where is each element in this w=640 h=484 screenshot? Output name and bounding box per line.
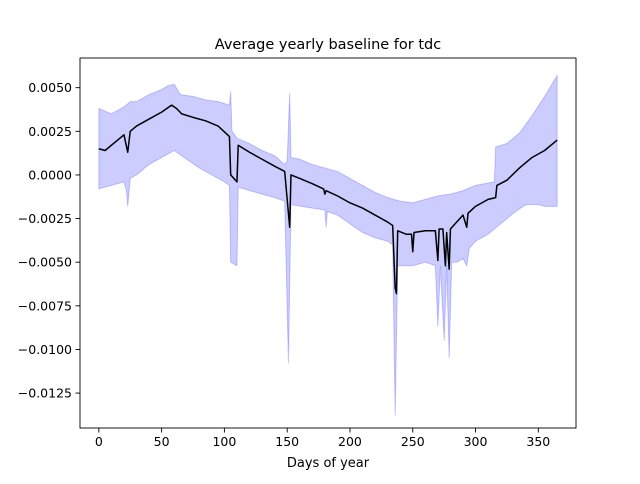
x-tick-label: 250 [401,434,425,449]
y-tick-label: 0.0025 [28,124,72,139]
y-tick-label: −0.0125 [18,386,72,401]
y-tick-label: −0.0025 [18,211,72,226]
x-axis: 0 50 100 150 200 250 300 350 [95,428,550,449]
y-tick-label: −0.0100 [18,342,72,357]
x-tick-label: 50 [154,434,170,449]
series-line-0 [98,104,558,295]
x-tick-label: 0 [95,434,103,449]
y-axis: 0.0050 0.0025 0.0000 −0.0025 −0.0050 −0.0075 −… [18,80,80,401]
confidence-band [98,73,558,416]
y-tick-label: 0.0050 [28,80,72,95]
x-tick-label: 300 [464,434,488,449]
chart-title: Average yearly baseline for tdc [215,37,441,53]
y-tick-label: 0.0000 [28,167,72,182]
x-axis-label: Days of year [287,456,370,471]
y-tick-label: −0.0050 [18,255,72,270]
plot-frame [79,57,577,429]
x-tick-label: 150 [275,434,299,449]
y-tick-label: −0.0075 [18,298,72,313]
x-tick-label: 350 [526,434,550,449]
plot-area [98,73,558,416]
x-tick-label: 200 [338,434,362,449]
x-tick-label: 100 [212,434,236,449]
